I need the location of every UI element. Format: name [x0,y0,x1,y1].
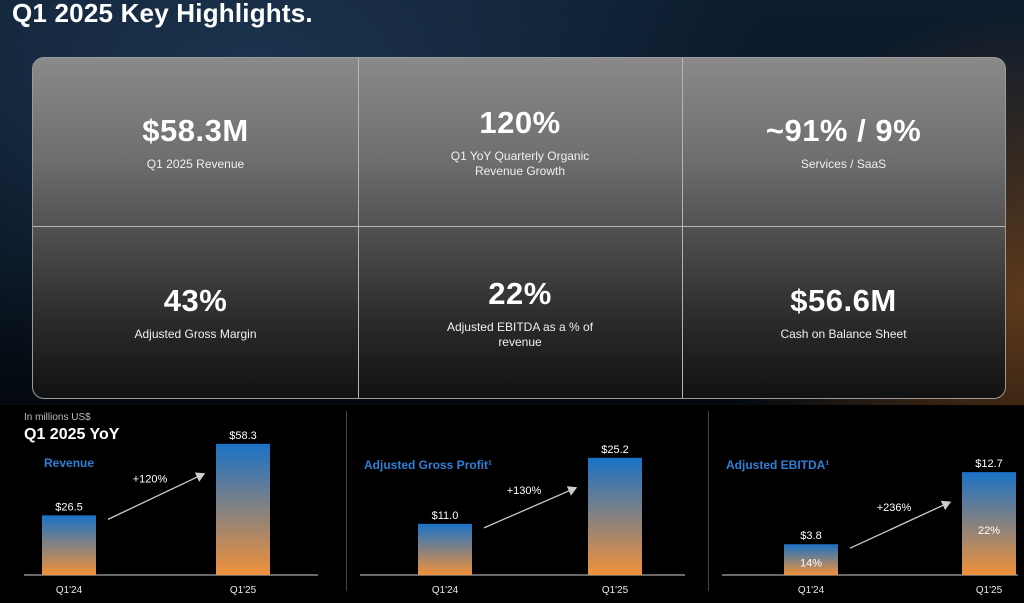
x-tick-label: Q1'25 [602,585,629,596]
x-tick-label: Q1'24 [798,585,825,596]
kpi-panel: $58.3M Q1 2025 Revenue 120% Q1 YoY Quart… [32,57,1006,399]
unit-note: In millions US$ [24,412,91,423]
kpi-cash: $56.6M Cash on Balance Sheet [682,227,1005,398]
kpi-value: 22% [488,275,552,311]
page-title: Q1 2025 Key Highlights. [12,0,313,28]
chart-divider [346,411,347,591]
kpi-value: $56.6M [790,283,897,318]
yoy-bar-charts: Revenue $26.5 Q1'24 $58.3 Q1'25 +120% Adjusted… [24,430,1018,596]
bar-value-label: $25.2 [601,444,629,456]
kpi-gross-margin: 43% Adjusted Gross Margin [33,227,358,398]
kpi-value: $58.3M [142,112,249,148]
kpi-ebitda-margin: 22% Adjusted EBITDA as a % of revenue [358,227,682,398]
bar-inner-label: 22% [978,525,1000,537]
bar [962,472,1016,575]
bar [784,544,838,575]
kpi-value: ~91% / 9% [765,112,922,148]
bar-value-label: $3.8 [800,530,821,542]
x-tick-label: Q1'25 [976,585,1003,596]
yoy-section: In millions US$ Q1 2025 YoY Revenue $26.5… [0,405,1024,603]
kpi-label: Q1 YoY Quarterly Organic Revenue Growth [450,149,590,178]
kpi-value: 120% [479,105,561,140]
bar [216,443,270,575]
kpi-label: Services / SaaS [800,156,887,171]
kpi-value: 43% [163,283,228,318]
growth-arrow [107,472,206,520]
chart-divider [708,411,709,591]
growth-arrow [483,486,578,529]
x-tick-label: Q1'24 [432,585,459,596]
kpi-divider [358,58,359,398]
bar-inner-label: 14% [800,558,822,570]
series-title: Revenue [44,456,94,470]
bar [418,523,472,575]
bar [42,515,96,575]
kpi-label: Adjusted EBITDA as a % of revenue [446,319,594,349]
series-title: Adjusted EBITDA¹ [726,458,829,472]
kpi-divider [33,226,1005,227]
growth-arrow [849,500,952,549]
kpi-label: Adjusted Gross Margin [134,327,257,341]
growth-label: +120% [133,474,168,486]
x-tick-label: Q1'24 [56,585,83,596]
bar-value-label: $26.5 [55,501,83,513]
x-tick-label: Q1'25 [230,585,257,596]
bar [588,457,642,575]
kpi-services-saas: ~91% / 9% Services / SaaS [682,58,1005,226]
kpi-label: Q1 2025 Revenue [146,156,245,171]
yoy-title: Q1 2025 YoY [24,426,120,443]
kpi-label: Cash on Balance Sheet [780,327,907,341]
bar-value-label: $11.0 [432,510,459,522]
kpi-divider [682,58,683,398]
series-title: Adjusted Gross Profit¹ [364,458,492,472]
kpi-revenue: $58.3M Q1 2025 Revenue [33,58,358,226]
growth-label: +130% [507,485,542,497]
bar-value-label: $58.3 [229,430,257,442]
highlights-header-area: Q1 2025 Key Highlights. $58.3M Q1 2025 R… [0,0,1024,405]
growth-label: +236% [877,502,912,514]
kpi-growth: 120% Q1 YoY Quarterly Organic Revenue Gr… [358,58,682,226]
bar-value-label: $12.7 [975,458,1003,470]
